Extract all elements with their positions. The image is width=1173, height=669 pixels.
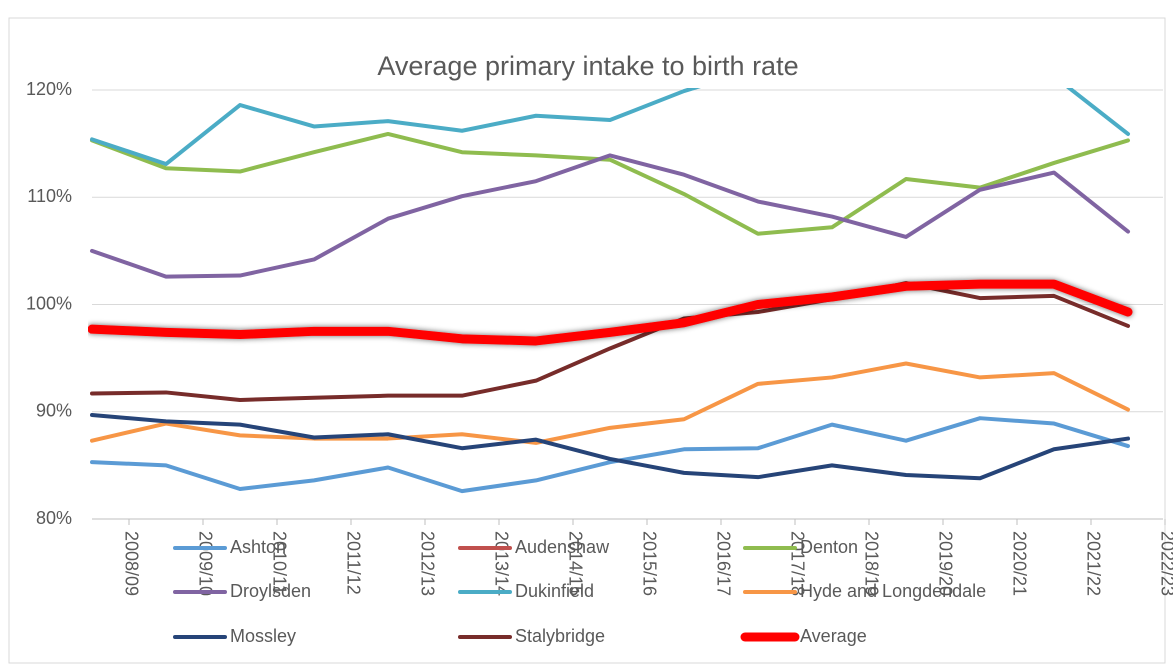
legend-label: Mossley [230,626,296,646]
chart-title: Average primary intake to birth rate [377,51,798,81]
series-line [90,412,1130,481]
x-tick-label: 2022/23 [1157,531,1173,596]
x-tick-label: 2015/16 [639,531,659,596]
series-line [90,361,1130,445]
x-tick-label: 2019/20 [935,531,955,596]
x-tick-label: 2020/21 [1009,531,1029,596]
y-tick-label: 100% [26,293,72,313]
x-tick-label: 2011/12 [343,531,363,595]
chart-border [8,17,1166,664]
series-line [88,279,1133,346]
x-tick-label: 2014/15 [565,531,585,596]
series-line [90,416,1130,494]
legend-label: Droylsden [230,581,311,601]
legend-label: Hyde and Longdendale [800,581,986,601]
x-tick-label: 2009/10 [195,531,215,596]
series-line [90,153,1130,279]
legend-label: Ashton [230,537,286,557]
y-tick-label: 80% [36,508,72,528]
x-tick-label: 2016/17 [713,531,733,596]
x-tick-label: 2008/09 [121,531,141,596]
x-tick-label: 2012/13 [417,531,437,596]
legend-label: Dukinfield [515,581,594,601]
x-tick-label: 2013/14 [491,531,511,596]
plot-lines [88,88,1133,494]
legend-label: Average [800,626,867,646]
legend-label: Stalybridge [515,626,605,646]
legend-label: Audenshaw [515,537,610,557]
series-line [90,281,1130,402]
y-tick-label: 90% [36,401,72,421]
series-line [90,131,1130,236]
legend-label: Denton [800,537,858,557]
x-tick-label: 2018/19 [861,531,881,596]
x-tick-label: 2010/11 [269,531,289,595]
y-tick-label: 110% [27,186,72,206]
x-tick-label: 2021/22 [1083,531,1103,596]
y-tick-label: 120% [26,79,72,99]
series-line [90,88,1130,167]
